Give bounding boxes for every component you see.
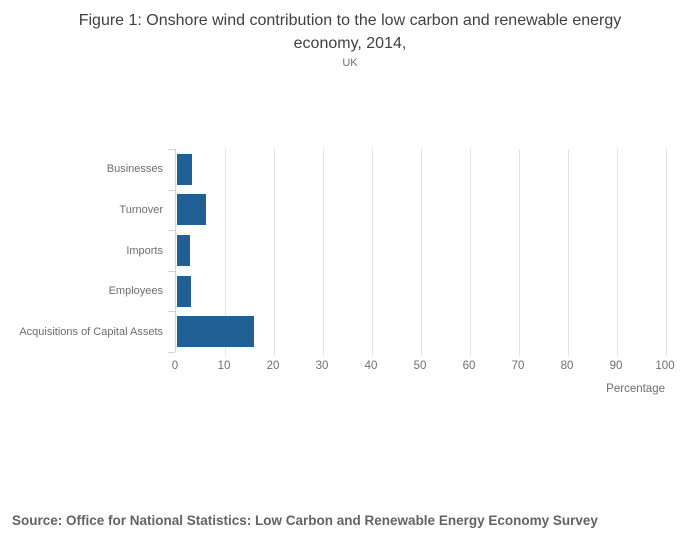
x-axis-tick-label-50: 50 — [413, 360, 427, 372]
gridline-80 — [568, 149, 569, 356]
gridline-10 — [225, 149, 226, 356]
x-axis-tick-label-40: 40 — [364, 360, 378, 372]
bar-turnover — [177, 194, 207, 226]
y-axis-category-label: Acquisitions of Capital Assets — [19, 325, 163, 338]
gridline-90 — [617, 149, 618, 356]
gridline-60 — [470, 149, 471, 356]
chart-title: Figure 1: Onshore wind contribution to t… — [78, 12, 622, 52]
gridline-100 — [666, 149, 667, 356]
bar-acquisitions-of-capital-assets — [177, 316, 254, 348]
y-axis-tick-mark — [168, 271, 175, 272]
y-axis-category-label: Turnover — [119, 203, 163, 216]
gridline-50 — [421, 149, 422, 356]
x-axis-title: Percentage — [606, 383, 665, 395]
x-axis-tick-label-20: 20 — [266, 360, 280, 372]
bar-businesses — [177, 153, 193, 185]
chart-subtitle: UK — [342, 57, 358, 69]
x-axis-tick-label-0: 0 — [171, 360, 179, 372]
y-axis-tick-mark — [168, 190, 175, 191]
gridline-30 — [323, 149, 324, 356]
y-axis-tick-mark — [168, 311, 175, 312]
source-note: Source: Office for National Statistics: … — [12, 513, 598, 528]
y-axis-tick-mark — [168, 230, 175, 231]
x-axis-tick-label-60: 60 — [462, 360, 476, 372]
x-axis-tick-label-10: 10 — [217, 360, 231, 372]
y-axis-tick-mark — [168, 149, 175, 150]
x-axis-tick-label-90: 90 — [609, 360, 623, 372]
gridline-40 — [372, 149, 373, 356]
y-axis-category-label: Imports — [126, 244, 163, 257]
y-axis-category-label: Employees — [108, 285, 163, 298]
bar-employees — [177, 275, 192, 307]
y-axis-tick-mark — [168, 352, 175, 353]
bar-imports — [177, 235, 190, 266]
x-axis-tick-label-70: 70 — [511, 360, 525, 372]
x-axis-tick-labels: 0 10 20 30 40 50 60 70 80 90 100 — [171, 360, 675, 374]
y-axis-category-labels: Businesses Turnover Imports Employees Acquis… — [0, 149, 163, 352]
gridline-20 — [274, 149, 275, 356]
x-axis-tick-label-100: 100 — [655, 360, 675, 372]
x-axis-tick-label-30: 30 — [315, 360, 329, 372]
x-axis-tick-label-80: 80 — [560, 360, 574, 372]
plot-area — [168, 149, 667, 356]
gridline-70 — [519, 149, 520, 356]
y-axis-category-label: Businesses — [106, 163, 163, 176]
